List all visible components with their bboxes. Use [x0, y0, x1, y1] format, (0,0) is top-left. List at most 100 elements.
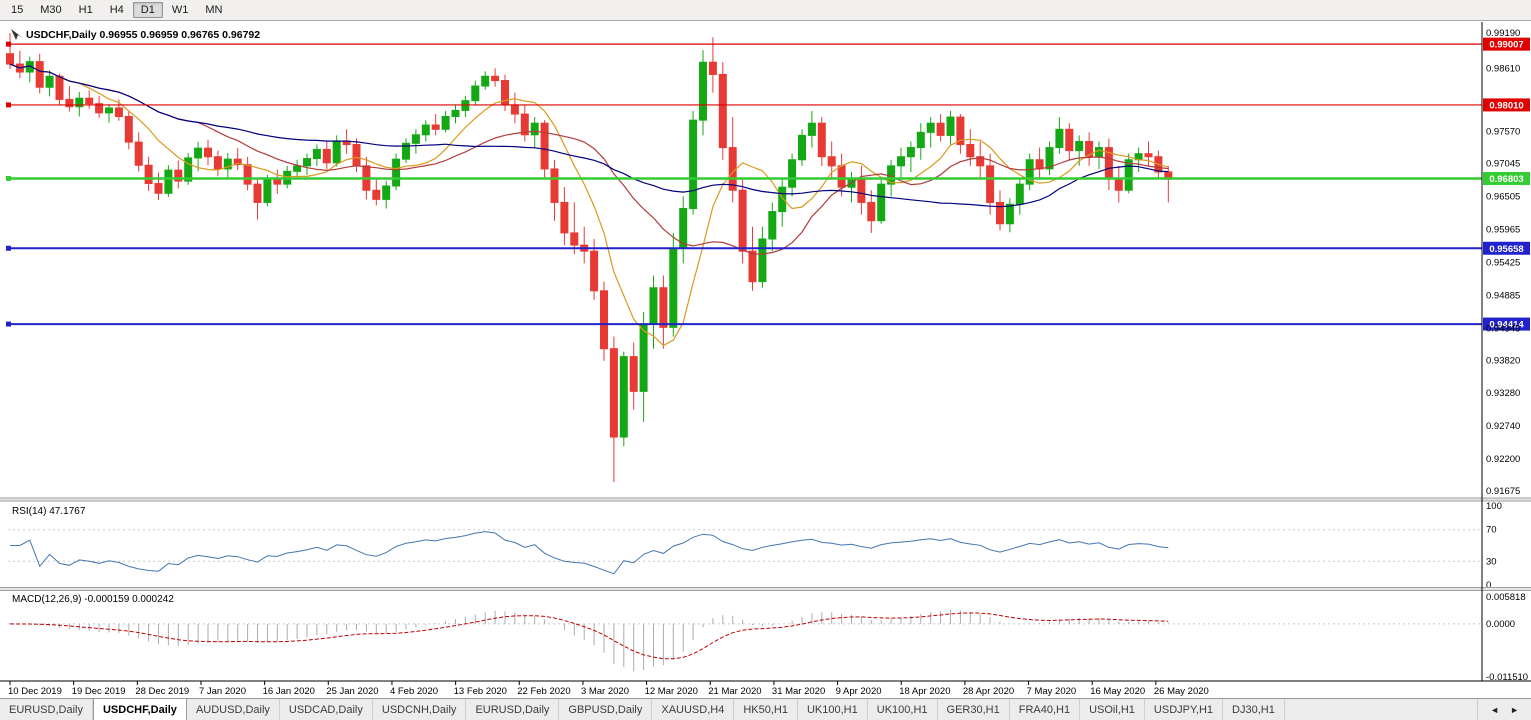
chart-tabbar: EURUSD,Daily USDCHF,Daily AUDUSD,Daily USDC…: [0, 698, 1531, 720]
svg-text:7 May 2020: 7 May 2020: [1027, 686, 1077, 697]
svg-text:0.92740: 0.92740: [1486, 421, 1520, 432]
svg-text:0.99190: 0.99190: [1486, 28, 1520, 39]
moving-averages-layer: [9, 63, 1169, 347]
price-tag: [1483, 98, 1530, 112]
svg-text:31 Mar 2020: 31 Mar 2020: [772, 686, 825, 697]
timeframe-button-mn[interactable]: MN: [205, 4, 223, 16]
svg-text:4 Feb 2020: 4 Feb 2020: [390, 686, 438, 697]
svg-text:0.95965: 0.95965: [1486, 225, 1520, 236]
price-tag: [1483, 317, 1530, 331]
timeframe-button-15[interactable]: 15: [11, 4, 24, 16]
hlines-layer: 0.99007 0.98010 0.96803 0.95658 0.94414: [6, 37, 1530, 331]
svg-text:0.98610: 0.98610: [1486, 63, 1520, 74]
svg-text:0.92200: 0.92200: [1486, 454, 1520, 465]
hline-handle: [6, 245, 11, 251]
svg-text:0.95425: 0.95425: [1486, 257, 1520, 268]
price-tag: [1483, 241, 1530, 255]
hline-handle: [6, 41, 11, 47]
tab-fra40-h1[interactable]: FRA40,H1: [1010, 699, 1081, 720]
pane-separators: [0, 22, 1531, 682]
svg-text:0.95658: 0.95658: [1489, 244, 1523, 255]
hline-handle: [6, 321, 11, 327]
svg-text:28 Apr 2020: 28 Apr 2020: [963, 686, 1014, 697]
tab-scroll-left-icon[interactable]: ◄: [1490, 704, 1500, 715]
svg-text:0.94345: 0.94345: [1486, 323, 1520, 334]
svg-text:0.91675: 0.91675: [1486, 486, 1520, 497]
svg-text:10 Dec 2019: 10 Dec 2019: [8, 686, 62, 697]
tab-dj30-h1[interactable]: DJ30,H1: [1223, 699, 1285, 720]
svg-text:30: 30: [1486, 556, 1497, 567]
candles-layer: [6, 33, 1173, 483]
hline-handle: [6, 175, 11, 181]
tab-usdchf-daily[interactable]: USDCHF,Daily: [92, 699, 187, 720]
macd-pane-layer: MACD(12,26,9) -0.000159 0.000242 0.005818…: [9, 592, 1528, 683]
svg-text:0: 0: [1486, 580, 1491, 591]
chart-title-group: USDCHF,Daily 0.96955 0.96959 0.96765 0.9…: [11, 29, 260, 41]
rsi-line: [10, 531, 1169, 575]
svg-text:28 Dec 2019: 28 Dec 2019: [135, 686, 189, 697]
tab-gbpusd-daily[interactable]: GBPUSD,Daily: [559, 699, 653, 720]
tab-audusd-daily[interactable]: AUDUSD,Daily: [187, 699, 280, 720]
timeframe-button-m30[interactable]: M30: [40, 4, 62, 16]
tab-uk100-h1[interactable]: UK100,H1: [798, 699, 868, 720]
svg-text:0.98010: 0.98010: [1489, 100, 1523, 111]
tab-usdcad-daily[interactable]: USDCAD,Daily: [280, 699, 373, 720]
date-axis-layer: 10 Dec 2019 19 Dec 2019 28 Dec 2019 7 Jan 2…: [8, 681, 1209, 697]
tab-eurusd-daily[interactable]: EURUSD,Daily: [0, 699, 93, 720]
rsi-levels-layer: [8, 529, 1482, 625]
svg-text:0.0000: 0.0000: [1486, 619, 1515, 630]
svg-text:70: 70: [1486, 525, 1497, 536]
price-axis-layer: 0.99190 0.98610 0.97570 0.97045 0.96505 0.959…: [1486, 28, 1520, 497]
tab-ger30-h1[interactable]: GER30,H1: [938, 699, 1010, 720]
svg-text:0.94885: 0.94885: [1486, 290, 1520, 301]
svg-text:0.94414: 0.94414: [1489, 320, 1524, 331]
svg-text:0.93820: 0.93820: [1486, 355, 1520, 366]
svg-text:0.96505: 0.96505: [1486, 192, 1520, 203]
tab-scroll-controls: ◄ ►: [1477, 699, 1531, 720]
svg-text:0.93280: 0.93280: [1486, 388, 1520, 399]
svg-text:26 May 2020: 26 May 2020: [1154, 686, 1209, 697]
svg-text:-0.011510: -0.011510: [1486, 672, 1528, 683]
price-tag: [1483, 37, 1530, 51]
svg-text:18 Apr 2020: 18 Apr 2020: [899, 686, 950, 697]
svg-text:3 Mar 2020: 3 Mar 2020: [581, 686, 629, 697]
svg-text:22 Feb 2020: 22 Feb 2020: [517, 686, 570, 697]
svg-text:100: 100: [1486, 501, 1502, 512]
ma-slow-line: [9, 63, 1169, 208]
tab-xauusd-h4[interactable]: XAUUSD,H4: [652, 699, 735, 720]
svg-text:0.97570: 0.97570: [1486, 127, 1520, 138]
chart-canvas[interactable]: 0.990070.980100.968030.956580.944140.991…: [0, 0, 1531, 698]
timeframe-toolbar: 15 M30 H1 H4 D1 W1 MN: [0, 0, 1531, 21]
tab-list: EURUSD,Daily USDCHF,Daily AUDUSD,Daily USDC…: [0, 699, 1477, 720]
tab-usdjpy-h1[interactable]: USDJPY,H1: [1145, 699, 1224, 720]
tab-uk100-h1[interactable]: UK100,H1: [868, 699, 938, 720]
timeframe-button-d1[interactable]: D1: [132, 2, 163, 18]
svg-text:0.97045: 0.97045: [1486, 159, 1520, 170]
svg-text:21 Mar 2020: 21 Mar 2020: [708, 686, 761, 697]
timeframe-button-w1[interactable]: W1: [171, 4, 189, 16]
tab-scroll-right-icon[interactable]: ►: [1510, 704, 1519, 715]
svg-text:0.96803: 0.96803: [1489, 174, 1523, 185]
svg-text:19 Dec 2019: 19 Dec 2019: [72, 686, 126, 697]
svg-text:7 Jan 2020: 7 Jan 2020: [199, 686, 246, 697]
tab-eurusd-daily[interactable]: EURUSD,Daily: [466, 699, 560, 720]
tab-hk50-h1[interactable]: HK50,H1: [734, 699, 798, 720]
hline-handle: [6, 102, 11, 108]
svg-text:16 May 2020: 16 May 2020: [1090, 686, 1145, 697]
svg-text:16 Jan 2020: 16 Jan 2020: [263, 686, 315, 697]
price-tag: [1483, 171, 1530, 185]
rsi-label: RSI(14) 47.1767: [12, 506, 86, 517]
svg-text:0.99007: 0.99007: [1489, 40, 1523, 51]
svg-text:12 Mar 2020: 12 Mar 2020: [645, 686, 698, 697]
timeframe-button-h1[interactable]: H1: [78, 4, 93, 16]
ma-fast-line: [9, 63, 1169, 347]
svg-text:0.005818: 0.005818: [1486, 592, 1526, 603]
macd-label: MACD(12,26,9) -0.000159 0.000242: [12, 594, 174, 605]
tab-usoil-h1[interactable]: USOil,H1: [1080, 699, 1145, 720]
tab-usdcnh-daily[interactable]: USDCNH,Daily: [373, 699, 467, 720]
timeframe-button-h4[interactable]: H4: [109, 4, 124, 16]
chart-title: USDCHF,Daily 0.96955 0.96959 0.96765 0.9…: [26, 29, 260, 41]
macd-signal-line: [9, 612, 1169, 660]
rsi-pane-layer: RSI(14) 47.1767 100 70 30 0: [10, 501, 1502, 591]
svg-text:9 Apr 2020: 9 Apr 2020: [836, 686, 882, 697]
